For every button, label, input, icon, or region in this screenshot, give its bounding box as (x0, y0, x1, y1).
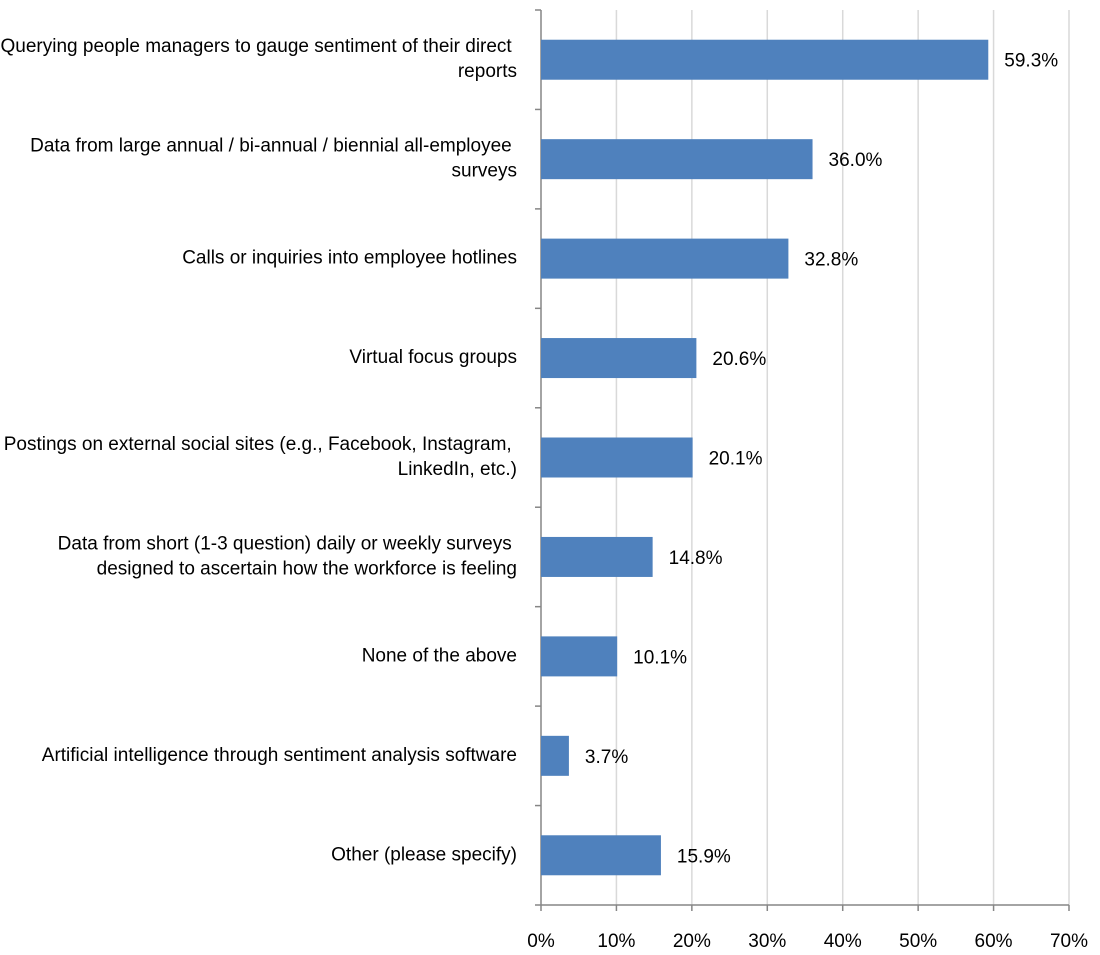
value-label: 15.9% (677, 846, 731, 867)
value-label: 36.0% (829, 150, 883, 171)
x-tick-label: 70% (1050, 931, 1088, 952)
value-label: 20.1% (709, 449, 763, 470)
x-tick-label: 30% (748, 931, 786, 952)
bar (541, 139, 813, 180)
x-tick-label: 20% (673, 931, 711, 952)
bar (541, 735, 569, 776)
x-tick-label: 40% (824, 931, 862, 952)
value-label: 14.8% (669, 548, 723, 569)
y-tick-label: None of the above (362, 645, 517, 666)
y-tick-label: Virtual focus groups (349, 347, 517, 368)
y-tick-label: Calls or inquiries into employee hotline… (182, 248, 517, 269)
bar (541, 536, 653, 577)
value-label: 20.6% (712, 349, 766, 370)
y-tick-label: Other (please specify) (331, 844, 517, 865)
value-label: 59.3% (1004, 51, 1058, 72)
value-label: 3.7% (585, 747, 628, 768)
bar (541, 835, 661, 876)
x-tick-label: 60% (975, 931, 1013, 952)
x-tick-label: 50% (899, 931, 937, 952)
x-tick-label: 10% (597, 931, 635, 952)
bar (541, 238, 789, 279)
y-tick-label: Postings on external social sites (e.g.,… (4, 434, 517, 480)
y-tick-label: Data from large annual / bi-annual / bie… (30, 136, 517, 182)
y-tick-label: Artificial intelligence through sentimen… (42, 745, 517, 766)
bar (541, 636, 618, 677)
y-tick-label: Data from short (1-3 question) daily or … (58, 533, 517, 579)
bar (541, 39, 989, 80)
value-label: 10.1% (633, 647, 687, 668)
y-tick-label: Querying people managers to gauge sentim… (1, 36, 517, 82)
bar (541, 338, 697, 379)
value-label: 32.8% (804, 250, 858, 271)
x-tick-label: 0% (527, 931, 555, 952)
bar (541, 437, 693, 478)
